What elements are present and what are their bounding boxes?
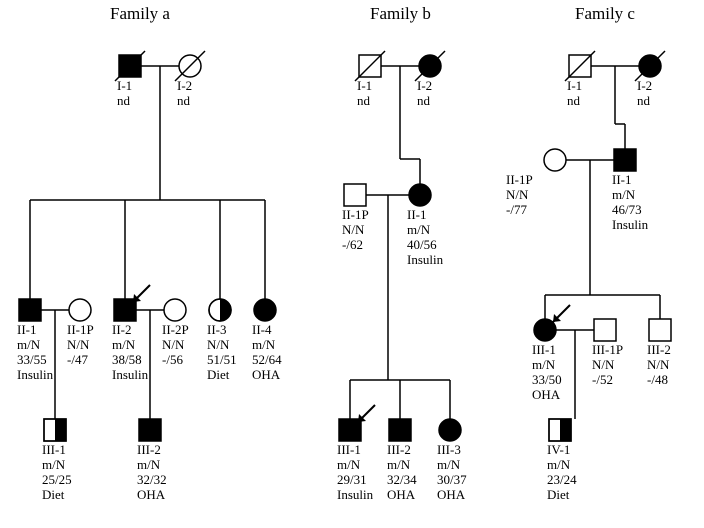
member-a-II-1 [19,299,41,321]
family-c-title: Family c [575,4,635,24]
label-b-III-3: III-3 m/N 30/37 OHA [437,443,467,503]
label-c-III-2: III-2 N/N -/48 [647,343,671,388]
label-a-II-2P: II-2P N/N -/56 [162,323,189,368]
label-b-II-1: II-1 m/N 40/56 Insulin [407,208,443,268]
member-a-III-2 [139,419,161,441]
label-c-III-1P: III-1P N/N -/52 [592,343,623,388]
label-a-III-1: III-1 m/N 25/25 Diet [42,443,72,503]
member-b-II-1P [344,184,366,206]
member-a-III-1 [44,419,66,441]
label-a-II-1P: II-1P N/N -/47 [67,323,94,368]
member-c-II-1P [544,149,566,171]
family-b-title: Family b [370,4,431,24]
member-c-I-2 [635,51,665,81]
member-b-III-2 [389,419,411,441]
label-a-II-2: II-2 m/N 38/58 Insulin [112,323,148,383]
label-c-II-1P: II-1P N/N -/77 [506,173,533,218]
member-a-II-1P [69,299,91,321]
member-c-I-1 [565,51,595,81]
label-c-II-1: II-1 m/N 46/73 Insulin [612,173,648,233]
label-c-I-2: I-2 nd [637,79,652,109]
label-b-III-1: III-1 m/N 29/31 Insulin [337,443,373,503]
label-a-I-2: I-2 nd [177,79,192,109]
label-b-III-2: III-2 m/N 32/34 OHA [387,443,417,503]
label-b-II-1P: II-1P N/N -/62 [342,208,369,253]
member-a-I-2 [175,51,205,81]
member-b-III-1 [339,405,375,441]
label-a-I-1: I-1 nd [117,79,132,109]
label-a-II-1: II-1 m/N 33/55 Insulin [17,323,53,383]
member-a-II-2P [164,299,186,321]
member-a-II-4 [254,299,276,321]
member-c-III-2 [649,319,671,341]
member-b-III-3 [439,419,461,441]
label-a-II-3: II-3 N/N 51/51 Diet [207,323,237,383]
member-b-I-2 [415,51,445,81]
member-c-II-1 [614,149,636,171]
label-c-I-1: I-1 nd [567,79,582,109]
member-c-III-1 [534,305,570,341]
label-b-I-2: I-2 nd [417,79,432,109]
member-a-II-2 [114,285,150,321]
family-a-title: Family a [110,4,170,24]
member-b-I-1 [355,51,385,81]
label-b-I-1: I-1 nd [357,79,372,109]
member-c-IV-1 [549,419,571,441]
member-a-I-1 [115,51,145,81]
label-c-IV-1: IV-1 m/N 23/24 Diet [547,443,577,503]
member-b-II-1 [409,184,431,206]
label-a-II-4: II-4 m/N 52/64 OHA [252,323,282,383]
member-a-II-3 [209,299,231,321]
label-a-III-2: III-2 m/N 32/32 OHA [137,443,167,503]
label-c-III-1: III-1 m/N 33/50 OHA [532,343,562,403]
member-c-III-1P [594,319,616,341]
